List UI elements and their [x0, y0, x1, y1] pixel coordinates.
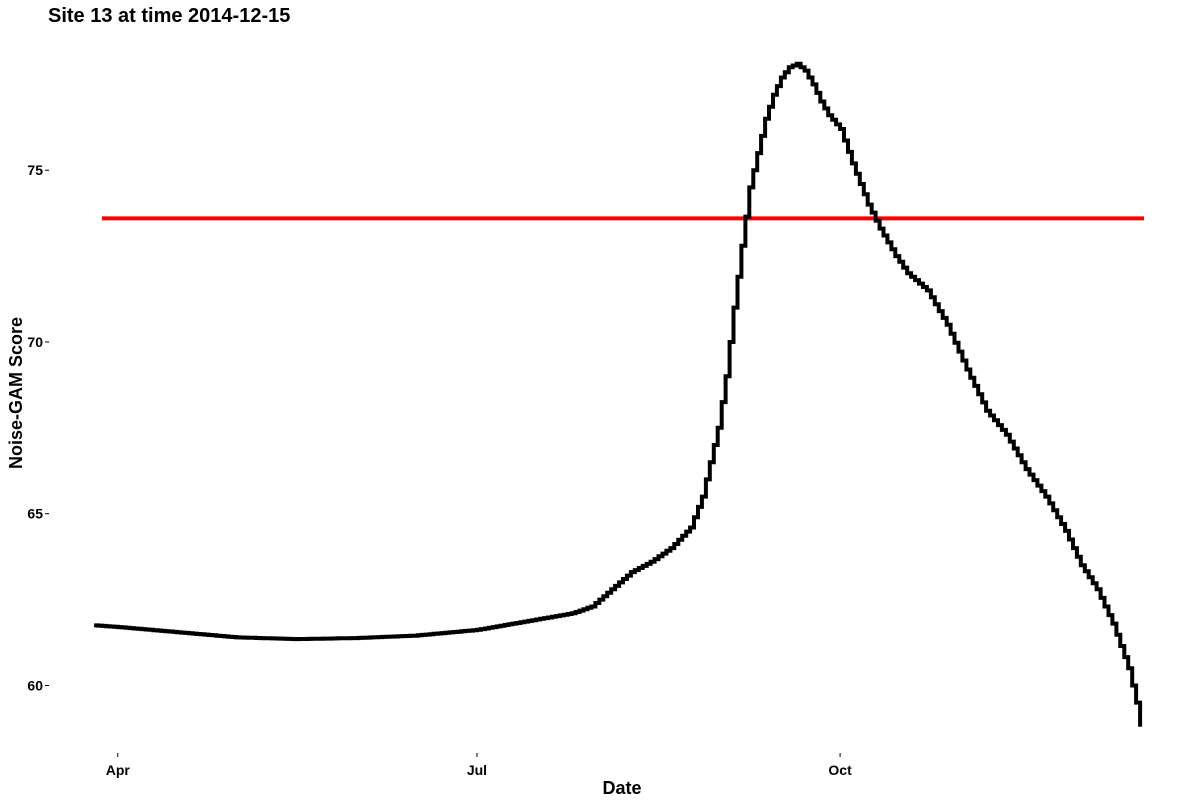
y-tick-label: 70 [27, 334, 43, 350]
x-tick-label: Apr [106, 762, 131, 778]
y-axis-label: Noise-GAM Score [6, 317, 26, 469]
y-tick-label: 65 [27, 506, 43, 522]
y-tick-label: 60 [27, 677, 43, 693]
x-axis-label: Date [602, 778, 641, 798]
x-tick-label: Oct [828, 762, 852, 778]
y-tick-label: 75 [27, 162, 43, 178]
chart-title: Site 13 at time 2014-12-15 [48, 5, 290, 27]
x-tick-label: Jul [467, 762, 487, 778]
x-axis: Apr Jul Oct [106, 753, 852, 778]
series-line [94, 61, 1143, 727]
y-axis: 60 65 70 75 [27, 162, 49, 693]
